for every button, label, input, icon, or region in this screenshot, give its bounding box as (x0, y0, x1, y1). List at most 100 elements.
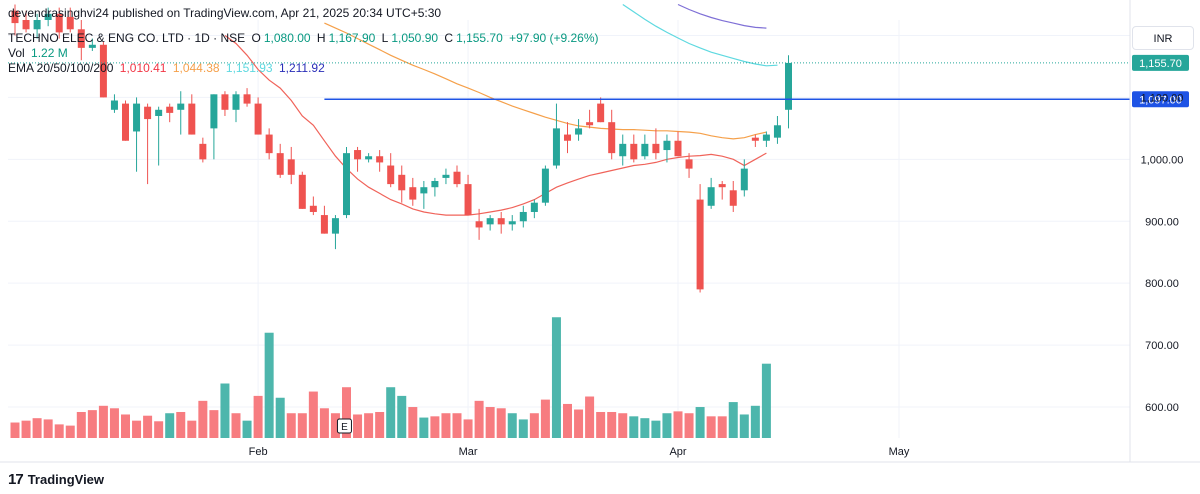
currency-button[interactable]: INR (1132, 26, 1194, 50)
candle-body (508, 221, 516, 225)
ema20-value: 1,010.41 (119, 61, 167, 75)
candle-body (309, 205, 317, 212)
volume-bar (143, 415, 153, 438)
candle (22, 10, 30, 33)
candle (475, 208, 483, 240)
volume-bar (308, 391, 318, 438)
candle (110, 94, 118, 113)
candle-body (597, 103, 605, 123)
candle (365, 153, 373, 163)
candle (265, 128, 273, 160)
volume-bar (585, 396, 595, 438)
ema50-value: 1,044.38 (172, 61, 220, 75)
candle (575, 119, 583, 141)
volume-bar (342, 387, 351, 438)
y-tick-label: 700.00 (1145, 340, 1179, 352)
candle-body (630, 143, 638, 160)
candle (177, 91, 185, 135)
volume-bar (551, 317, 561, 438)
candle-body (685, 159, 693, 169)
candle (420, 181, 428, 209)
candle-body (365, 156, 373, 160)
volume-bar (364, 413, 374, 438)
symbol-legend: TECHNO ELEC & ENG CO. LTD · 1D · NSE O 1,… (8, 31, 602, 45)
candle-body (729, 190, 737, 206)
candle-body (199, 143, 207, 160)
candle (762, 131, 770, 147)
volume-bar (717, 416, 727, 438)
candle (619, 134, 627, 166)
candle-body (475, 221, 483, 228)
volume-bar (165, 413, 175, 438)
candle (33, 13, 41, 39)
volume-bar (695, 407, 705, 438)
symbol-name[interactable]: TECHNO ELEC & ENG CO. LTD · 1D · NSE (8, 31, 246, 45)
candle-body (11, 10, 19, 24)
volume-bar (10, 422, 20, 438)
high-value: 1,167.90 (328, 31, 376, 45)
candle-body (99, 44, 107, 98)
volume-bar (761, 363, 771, 438)
tradingview-logo[interactable]: 17 TradingView (8, 471, 104, 488)
candle-body (331, 218, 339, 234)
volume-bar (121, 414, 130, 438)
volume-bars (10, 317, 771, 438)
candle (387, 153, 395, 188)
volume-bar (496, 408, 506, 438)
support-price-tag (1132, 91, 1189, 108)
candle-body (155, 109, 163, 116)
candle (696, 184, 704, 293)
y-tick-label: 900.00 (1145, 216, 1179, 228)
candle (188, 94, 196, 135)
volume-bar (330, 413, 340, 438)
candle (431, 177, 439, 197)
vol-label[interactable]: Vol (8, 46, 25, 60)
candle (552, 103, 560, 169)
candle (354, 146, 362, 172)
volume-bar (275, 397, 285, 438)
candle-body (66, 16, 74, 30)
volume-bar (242, 420, 252, 438)
volume-bar (618, 413, 628, 438)
candle-body (398, 174, 406, 191)
candle-body (641, 143, 649, 157)
candle-body (696, 199, 704, 290)
candle-body (751, 137, 759, 141)
volume-legend: Vol 1.22 M (8, 46, 71, 60)
candle-body (77, 29, 85, 48)
candle (564, 122, 571, 154)
earnings-marker-label: E (341, 422, 348, 433)
candle-body (144, 106, 152, 120)
candle-body (740, 168, 748, 191)
candle (530, 199, 538, 219)
candle (663, 134, 671, 163)
candle-body (320, 215, 328, 234)
chart-grid (8, 20, 1130, 438)
volume-bar (651, 420, 661, 438)
candle (309, 196, 317, 216)
candle (320, 205, 328, 234)
volume-bar (419, 417, 429, 438)
candle (508, 215, 516, 231)
candle-body (188, 103, 196, 135)
chart-overlays: 1,097.00 1,155.70 E (8, 54, 1189, 434)
y-tick-label: 800.00 (1145, 278, 1179, 290)
candle (133, 97, 141, 172)
y-tick-label: 1,000.00 (1141, 154, 1184, 166)
candle (773, 115, 781, 144)
volume-bar (574, 409, 584, 438)
ema-label[interactable]: EMA 20/50/100/200 (8, 61, 114, 75)
volume-bar (563, 403, 572, 438)
candle (608, 109, 616, 160)
volume-bar (640, 418, 650, 438)
candle-body (343, 153, 350, 216)
volume-bar (507, 413, 517, 438)
volume-bar (397, 395, 407, 438)
candle-body (232, 94, 240, 110)
candle (740, 159, 748, 197)
volume-bar (353, 414, 363, 438)
vol-value: 1.22 M (31, 46, 68, 60)
ema100-value: 1,151.93 (225, 61, 273, 75)
volume-bar (452, 413, 462, 438)
